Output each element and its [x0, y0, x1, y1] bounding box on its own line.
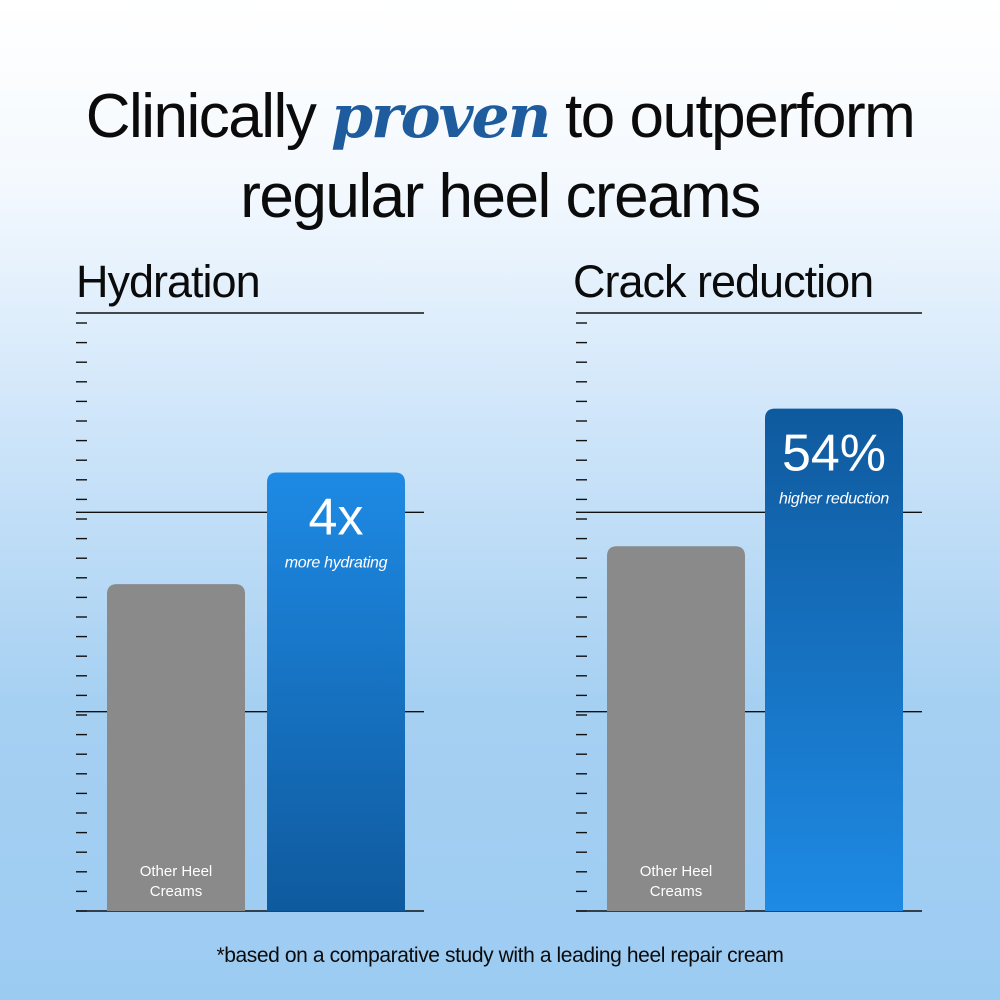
bar-ours	[267, 472, 405, 911]
bar-ours	[765, 408, 903, 911]
footnote: *based on a comparative study with a lea…	[216, 944, 784, 967]
headline-after: to outperform	[565, 82, 916, 151]
headline-line-1: Clinically proven to outperform	[0, 86, 1000, 148]
bar-value-caption: higher reduction	[779, 491, 889, 508]
crack-reduction-chart: Other Heel Creams 54% higher reduction	[576, 312, 922, 912]
bar-other-heel-creams	[607, 546, 745, 911]
bar-label-line-1: Other Heel	[140, 863, 213, 880]
headline-line-2: regular heel creams	[240, 162, 761, 231]
bar-value-label: 4x	[309, 488, 364, 546]
headline-emphasis: proven	[331, 82, 551, 152]
hydration-chart: Other Heel Creams 4x more hydrating	[76, 312, 424, 912]
bar-other-heel-creams	[107, 584, 245, 911]
chart-title-hydration: Hydration	[76, 256, 261, 307]
bar-label-line-2: Creams	[150, 883, 203, 900]
bar-label-line-1: Other Heel	[640, 863, 713, 880]
bar-value-caption: more hydrating	[285, 554, 388, 571]
chart-title-crack-reduction: Crack reduction	[573, 256, 874, 307]
bar-value-label: 54%	[782, 425, 886, 483]
bar-label-line-2: Creams	[650, 883, 703, 900]
headline-before: Clinically	[85, 82, 317, 151]
